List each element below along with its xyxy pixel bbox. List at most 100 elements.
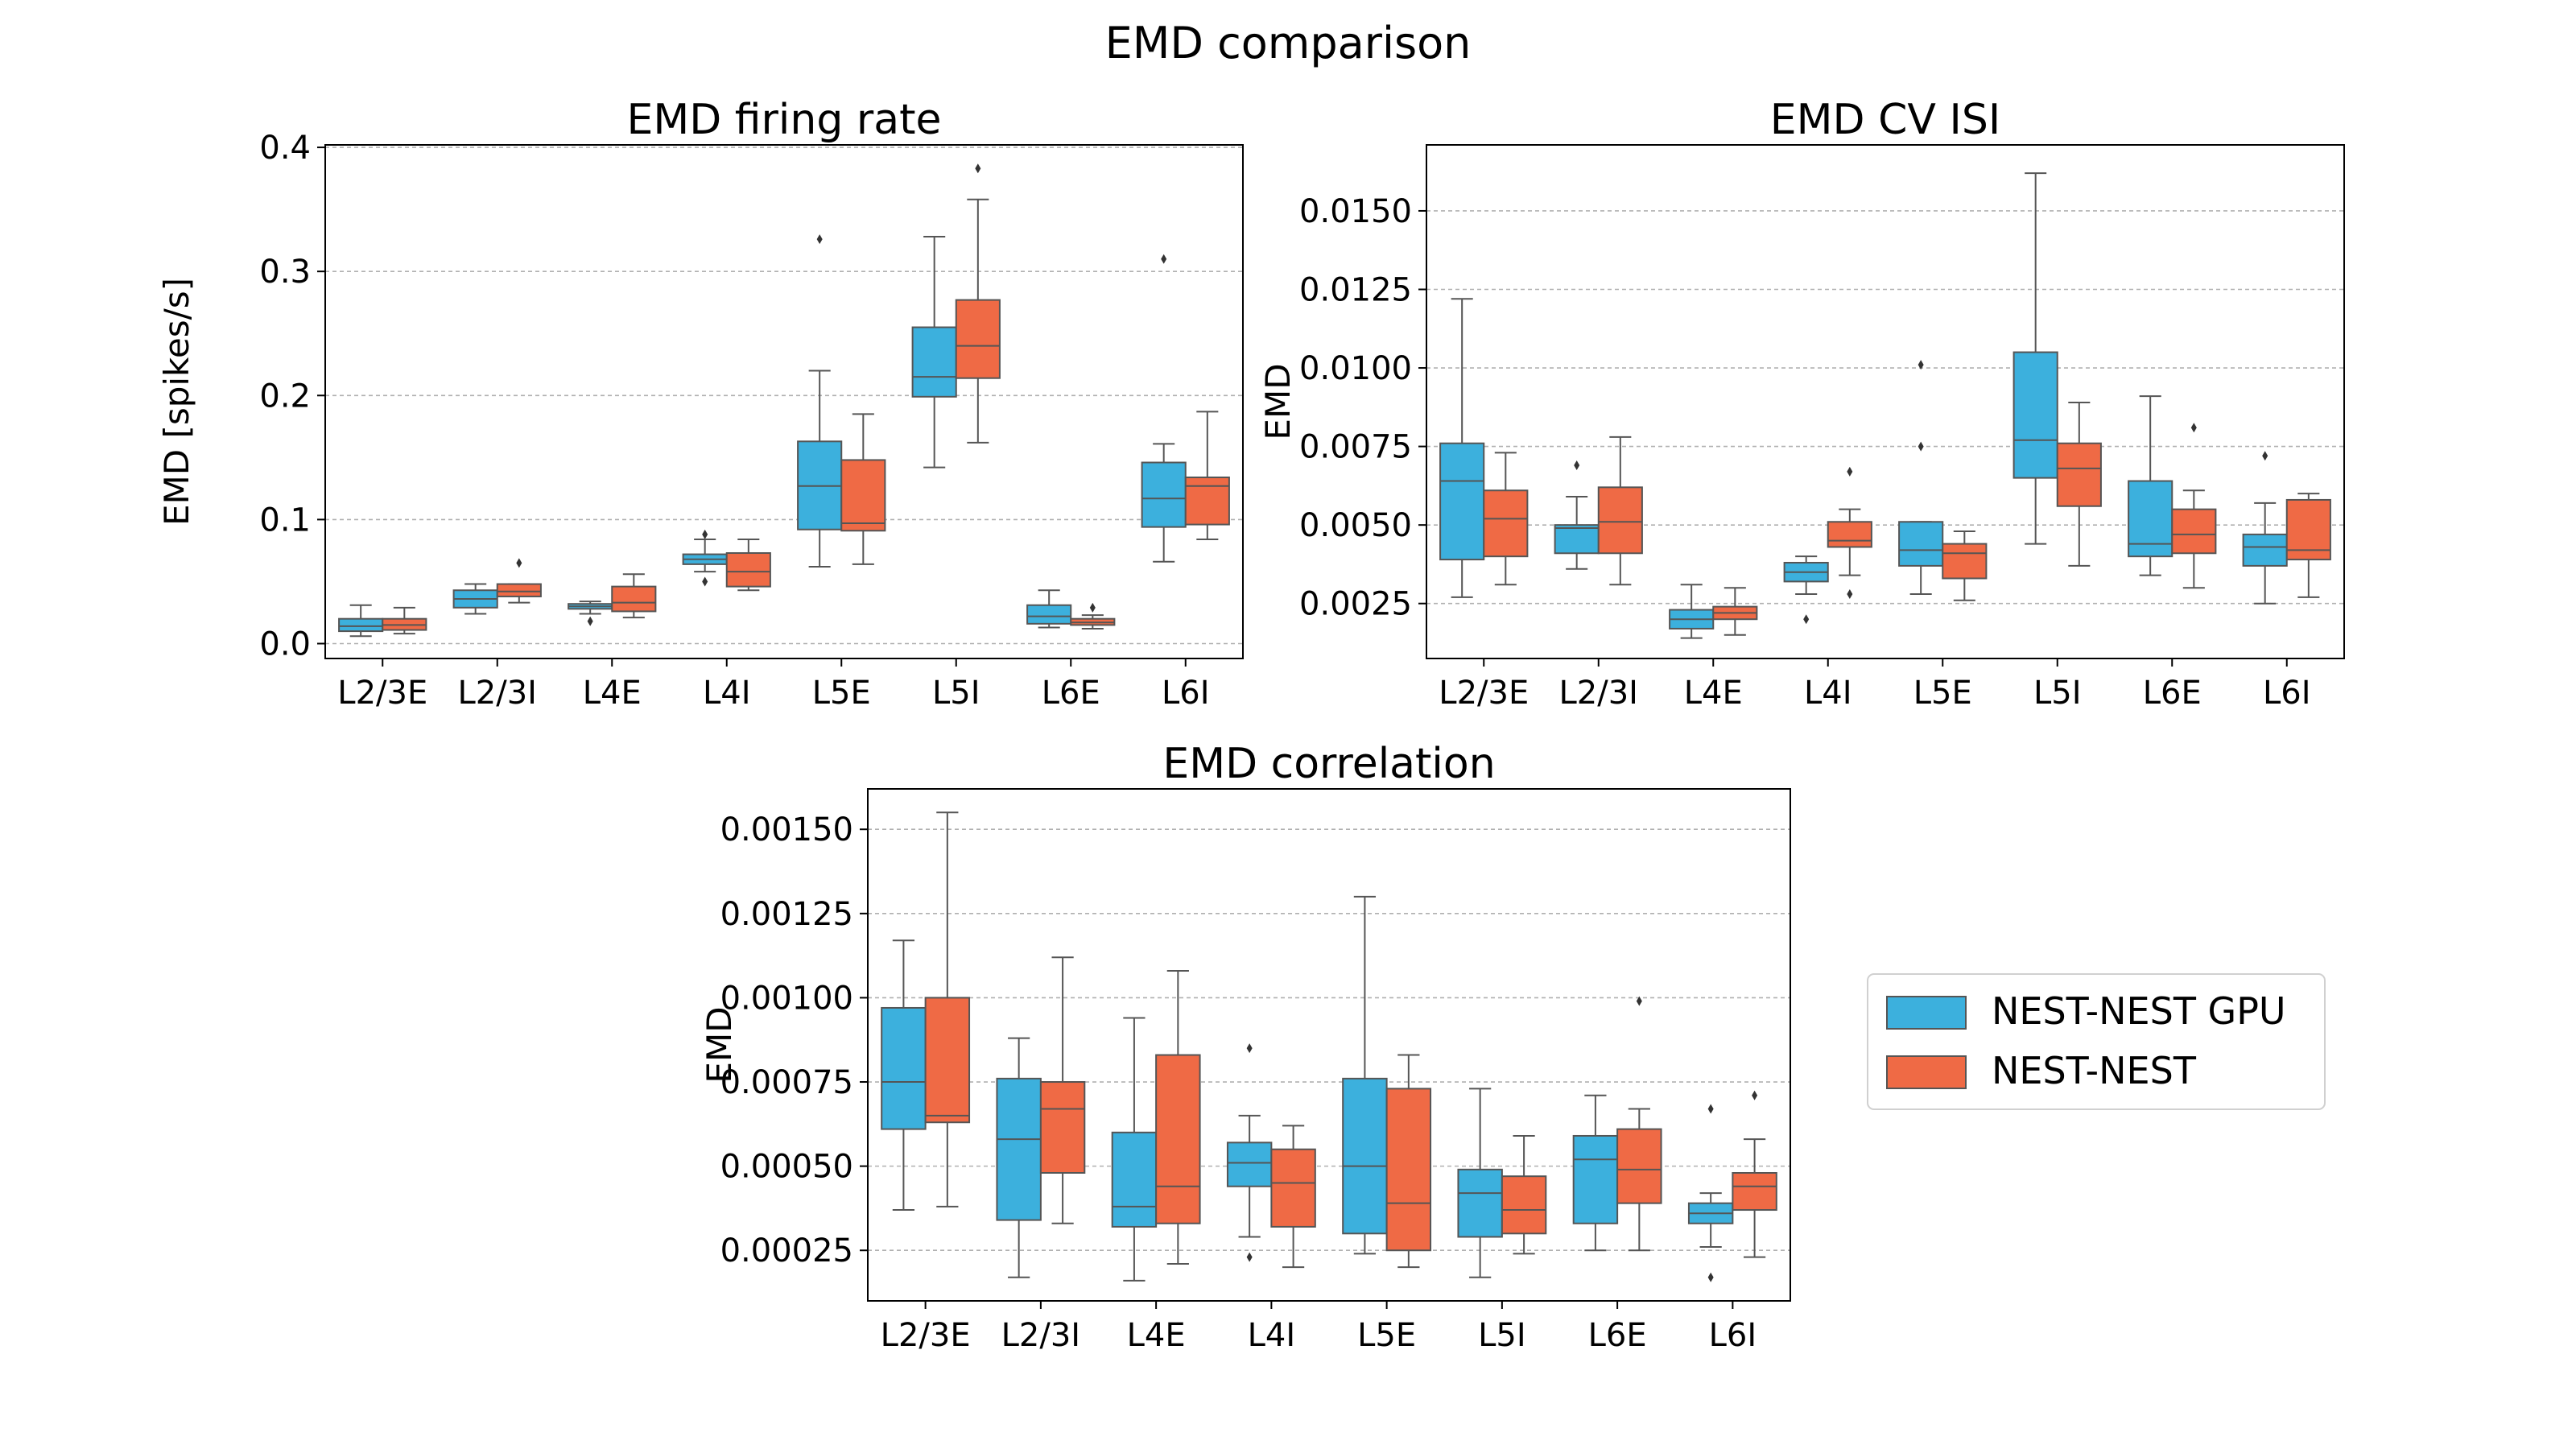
box-gpu-0 [1439, 298, 1485, 598]
x-tick-label: L5E [1913, 675, 1972, 712]
x-tick-label: L4E [1684, 675, 1743, 712]
box-body [1439, 442, 1485, 561]
y-axis-label: EMD [700, 1006, 739, 1083]
box-body [1270, 1148, 1316, 1228]
legend-item-nest: NEST-NEST [1886, 1049, 2197, 1092]
x-tick-label: L5E [812, 675, 871, 712]
legend-frame [1867, 973, 2326, 1110]
box-nest-5 [955, 163, 1001, 444]
x-tick-label: L5E [1357, 1317, 1416, 1354]
box-body [1483, 489, 1529, 558]
box-body [1597, 486, 1643, 555]
y-tick-label: 0.1 [259, 502, 311, 539]
box-gpu-2 [568, 601, 613, 626]
box-body [1732, 1172, 1777, 1212]
y-tick-label: 0.00100 [720, 980, 853, 1017]
box-nest-6 [1070, 602, 1116, 630]
box-nest-7 [1732, 1090, 1777, 1258]
x-tick-label: L6I [1162, 675, 1210, 712]
box-nest-0 [1483, 452, 1529, 586]
outlier-point [1803, 614, 1810, 625]
y-tick-label: 0.00125 [720, 896, 853, 933]
outlier-point [1918, 360, 1924, 370]
box-body [1616, 1128, 1662, 1204]
box-gpu-5 [2013, 172, 2058, 545]
box-body [1554, 524, 1600, 555]
x-tick-label: L2/3I [1001, 1317, 1080, 1354]
outlier-point [516, 558, 522, 568]
box-body [881, 1006, 927, 1130]
outlier-point [1847, 589, 1853, 600]
axes-frame [1426, 144, 2345, 659]
box-body [1155, 1054, 1201, 1224]
box-body [1457, 1168, 1503, 1238]
y-tick-label: 0.00025 [720, 1232, 853, 1269]
x-tick-label: L6E [2143, 675, 2202, 712]
outlier-point [975, 163, 981, 174]
box-gpu-6 [2128, 395, 2174, 576]
x-tick-label: L4I [1804, 675, 1852, 712]
outlier-point [1918, 441, 1924, 452]
box-body [611, 585, 657, 613]
box-body [2242, 533, 2288, 567]
box-gpu-2 [1669, 584, 1715, 639]
x-tick-label: L5I [1478, 1317, 1526, 1354]
y-tick-label: 0.0050 [1299, 507, 1412, 544]
chart-title: EMD CV ISI [1770, 96, 2000, 144]
y-tick-label: 0.0125 [1299, 271, 1412, 308]
box-body [1111, 1131, 1158, 1228]
box-nest-3 [725, 539, 771, 592]
y-tick-label: 0.00075 [720, 1064, 853, 1101]
box-body [1026, 604, 1072, 625]
outlier-point [1246, 1043, 1253, 1054]
box-body [1572, 1134, 1619, 1224]
x-tick-label: L2/3E [337, 675, 427, 712]
x-tick-label: L5I [2033, 675, 2082, 712]
box-nest-4 [840, 413, 886, 565]
chart-title: EMD correlation [1162, 740, 1495, 788]
axes-frame [867, 788, 1791, 1302]
y-tick-label: 0.0 [259, 626, 311, 663]
legend-label: NEST-NEST GPU [1992, 989, 2286, 1033]
outlier-point [1089, 602, 1096, 613]
box-gpu-0 [338, 604, 384, 638]
box-nest-2 [1712, 587, 1758, 636]
outlier-point [1707, 1104, 1714, 1114]
box-body [2128, 480, 2174, 558]
outlier-point [1752, 1090, 1758, 1100]
y-tick-label: 0.00050 [720, 1149, 853, 1186]
axes-frame [324, 144, 1244, 659]
outlier-point [1574, 460, 1580, 471]
box-nest-4 [1942, 530, 1988, 601]
box-body [1898, 521, 1944, 567]
y-tick-label: 0.0025 [1299, 586, 1412, 623]
chart-panel-3: 0.00025 0.00050 0.00075 0.00100 0.00125 0.001… [700, 740, 1791, 1354]
legend: NEST-NEST GPU NEST-NEST [1867, 973, 2326, 1110]
box-gpu-1 [1554, 460, 1600, 570]
box-nest-1 [496, 558, 542, 604]
box-nest-6 [2171, 423, 2217, 589]
box-nest-2 [611, 573, 657, 619]
box-gpu-7 [1687, 1104, 1734, 1282]
box-gpu-3 [1226, 1043, 1273, 1262]
y-axis-label: EMD [spikes/s] [157, 278, 196, 526]
x-tick-label: L4I [703, 675, 751, 712]
box-body [911, 326, 957, 398]
box-gpu-4 [797, 234, 843, 568]
box-nest-6 [1616, 996, 1662, 1252]
box-nest-5 [1501, 1134, 1547, 1255]
box-gpu-3 [682, 529, 728, 587]
x-tick-label: L6E [1042, 675, 1100, 712]
outlier-point [816, 234, 823, 245]
box-nest-0 [924, 811, 971, 1208]
box-gpu-6 [1572, 1094, 1619, 1252]
box-gpu-1 [996, 1037, 1042, 1278]
outlier-point [1707, 1272, 1714, 1282]
box-nest-5 [2056, 401, 2102, 567]
x-tick-label: L2/3I [1559, 675, 1638, 712]
box-body [996, 1077, 1042, 1221]
x-tick-label: L6I [1709, 1317, 1757, 1354]
x-tick-label: L4E [1127, 1317, 1186, 1354]
